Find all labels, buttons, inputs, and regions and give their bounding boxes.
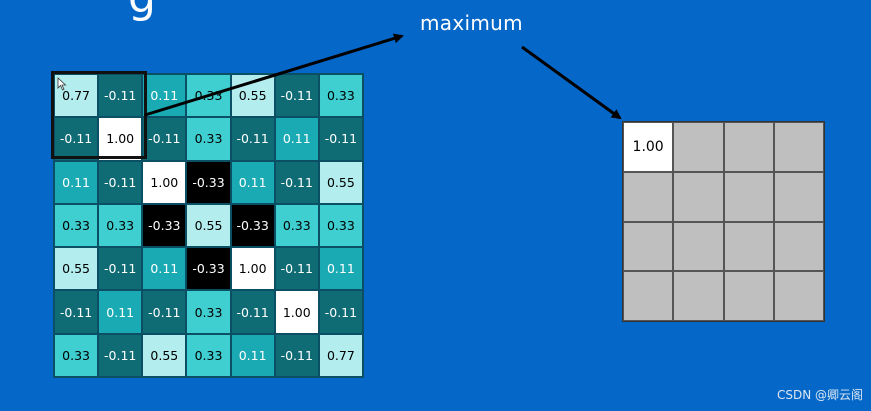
input-cell: 0.33	[186, 74, 231, 118]
input-cell: -0.11	[274, 74, 319, 118]
input-cell: 0.33	[54, 203, 99, 248]
input-cell: 0.55	[186, 203, 231, 248]
pooled-cell	[773, 221, 824, 272]
input-cell: 1.00	[230, 247, 275, 291]
pooled-cell	[723, 122, 774, 172]
input-cell: 1.00	[274, 290, 319, 334]
pooled-cell	[723, 271, 774, 321]
input-cell: -0.11	[274, 160, 319, 204]
input-cell: 0.55	[142, 333, 187, 377]
input-cell: -0.33	[230, 203, 275, 248]
watermark: CSDN @卿云阁	[776, 388, 863, 402]
input-cell: 1.00	[98, 117, 143, 161]
input-cell: 0.11	[54, 160, 99, 204]
input-cell: -0.11	[318, 117, 363, 161]
pooled-output-map: 1.00	[622, 121, 825, 322]
input-cell: 0.55	[318, 160, 363, 204]
input-cell: -0.11	[142, 117, 187, 161]
pooled-cell	[623, 171, 674, 222]
input-cell: 0.11	[230, 333, 275, 377]
input-feature-map: 0.77-0.110.110.330.55-0.110.33-0.111.00-…	[53, 73, 364, 378]
pooled-cell	[623, 221, 674, 272]
arrow-to-output	[521, 45, 622, 120]
pooled-cell	[773, 122, 824, 172]
input-cell: -0.11	[98, 160, 143, 204]
input-cell: 0.33	[318, 203, 363, 248]
input-cell: -0.11	[98, 74, 143, 118]
maximum-label: maximum	[420, 11, 523, 35]
input-cell: -0.33	[186, 160, 231, 204]
input-cell: -0.11	[98, 247, 143, 291]
input-cell: 0.77	[318, 333, 363, 377]
input-cell: 0.33	[318, 74, 363, 118]
input-cell: 0.11	[142, 74, 187, 118]
input-cell: -0.33	[186, 247, 231, 291]
pooled-cell	[723, 171, 774, 222]
input-cell: -0.11	[274, 247, 319, 291]
input-cell: -0.11	[230, 117, 275, 161]
input-cell: -0.33	[142, 203, 187, 248]
pooled-cell	[773, 171, 824, 222]
input-cell: -0.11	[274, 333, 319, 377]
input-cell: -0.11	[142, 290, 187, 334]
input-cell: -0.11	[98, 333, 143, 377]
input-cell: 0.33	[274, 203, 319, 248]
input-cell: -0.11	[318, 290, 363, 334]
input-cell: -0.11	[54, 290, 99, 334]
pooled-cell	[623, 271, 674, 321]
input-cell: 1.00	[142, 160, 187, 204]
input-cell: -0.11	[230, 290, 275, 334]
pooled-cell	[673, 122, 724, 172]
input-cell: 0.33	[186, 290, 231, 334]
pooled-cell: 1.00	[623, 122, 674, 172]
pooled-cell	[773, 271, 824, 321]
pooled-cell	[673, 221, 724, 272]
input-cell: 0.11	[274, 117, 319, 161]
input-cell: 0.33	[54, 333, 99, 377]
input-cell: 0.55	[54, 247, 99, 291]
arrow-to-maximum	[144, 33, 404, 117]
input-cell: 0.11	[230, 160, 275, 204]
input-cell: 0.11	[318, 247, 363, 291]
pooled-cell	[723, 221, 774, 272]
mouse-cursor-icon	[57, 77, 67, 91]
pooled-cell	[673, 271, 724, 321]
title-fragment: g	[128, 0, 156, 23]
input-cell: -0.11	[54, 117, 99, 161]
input-cell: 0.33	[186, 333, 231, 377]
pooled-cell	[673, 171, 724, 222]
input-cell: 0.33	[186, 117, 231, 161]
input-cell: 0.11	[98, 290, 143, 334]
input-cell: 0.11	[142, 247, 187, 291]
input-cell: 0.33	[98, 203, 143, 248]
